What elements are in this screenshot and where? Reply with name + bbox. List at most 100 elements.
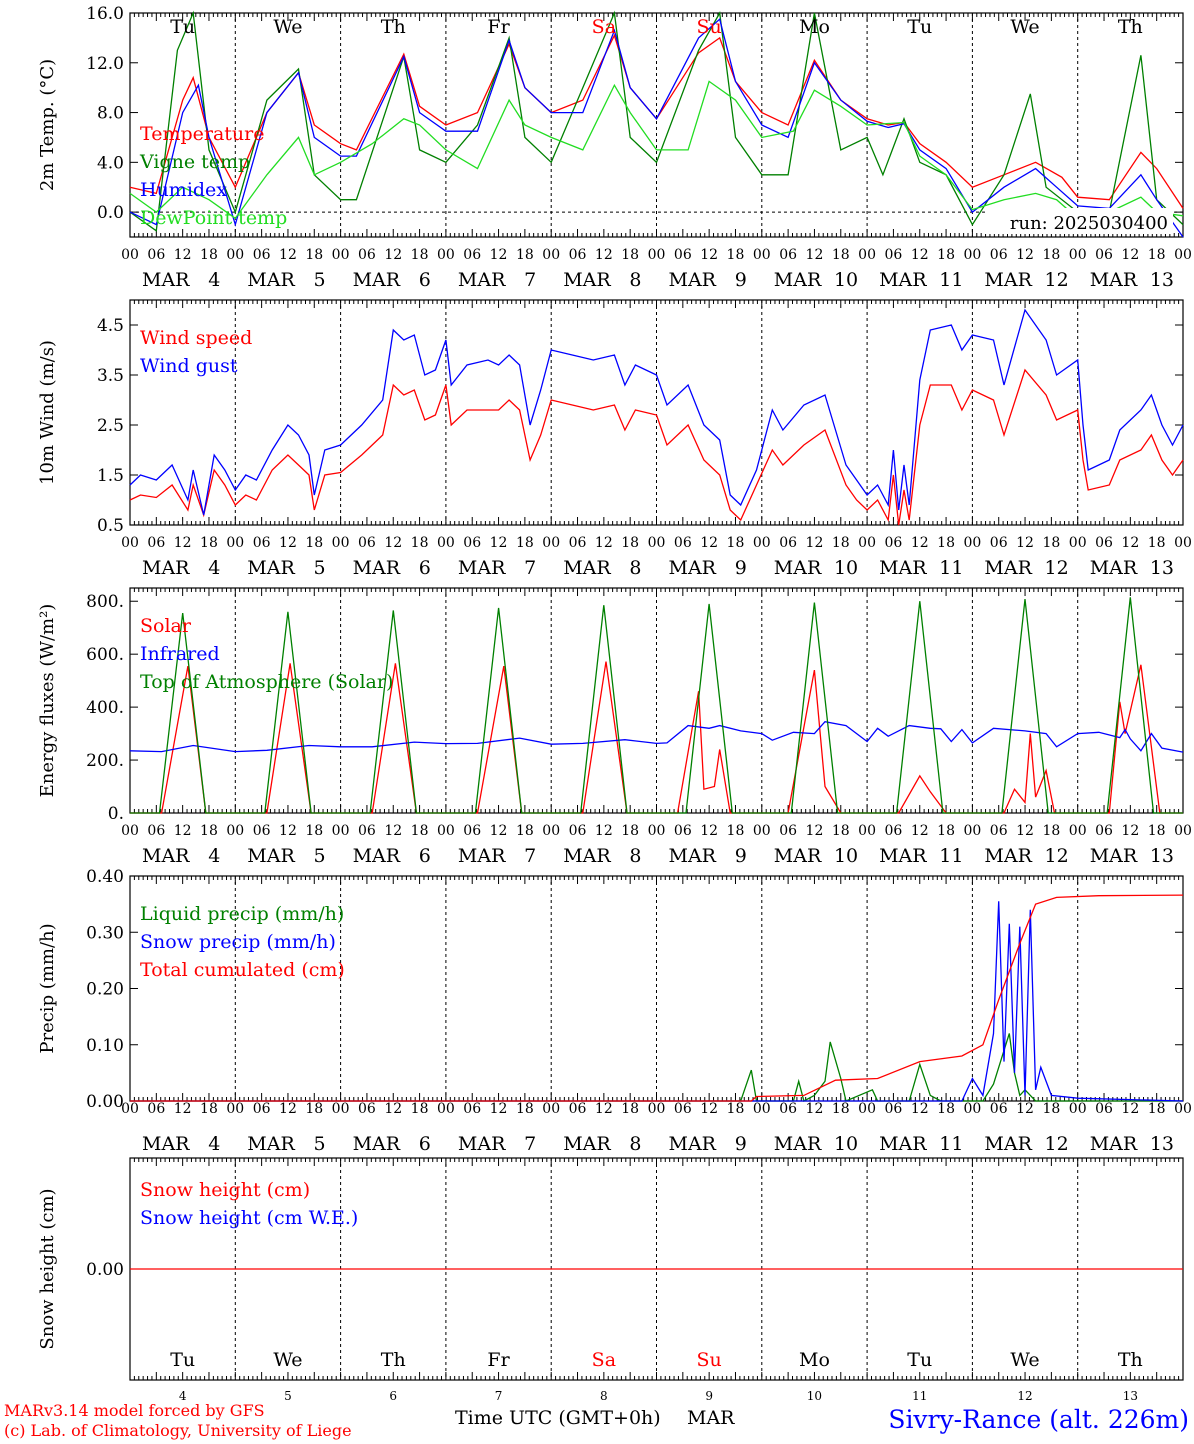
hour-tick-label: 00	[1174, 247, 1192, 263]
day-number-label: 9	[735, 845, 747, 867]
month-label: MAR	[353, 557, 401, 579]
hour-tick-label: 12	[1016, 247, 1034, 263]
hour-tick-label: 12	[174, 823, 192, 839]
hour-tick-label: 12	[595, 1101, 613, 1117]
hour-tick-label: 00	[1174, 823, 1192, 839]
hour-tick-label: 18	[411, 535, 429, 551]
day-number-label: 9	[735, 1133, 747, 1155]
day-number-label: 10	[834, 557, 858, 579]
hour-tick-label: 18	[1042, 1101, 1060, 1117]
hour-tick-label: 00	[226, 823, 244, 839]
y-tick-label: 0.5	[97, 516, 124, 536]
month-label: MAR	[353, 1133, 401, 1155]
hour-tick-label: 06	[147, 535, 165, 551]
hour-tick-label: 12	[490, 247, 508, 263]
day-number-label: 8	[629, 1133, 641, 1155]
day-number-label: 10	[807, 1389, 822, 1403]
weekday-label: We	[1010, 16, 1039, 38]
panel-precip	[129, 875, 1184, 1102]
month-label: MAR	[879, 1133, 927, 1155]
y-tick-label: 0.30	[86, 923, 124, 943]
weekday-label: Th	[381, 1349, 406, 1371]
hour-tick-label: 18	[516, 247, 534, 263]
hour-tick-label: 12	[806, 823, 824, 839]
hour-tick-label: 12	[384, 1101, 402, 1117]
hour-tick-label: 00	[121, 247, 139, 263]
day-number-label: 11	[912, 1389, 927, 1403]
y-tick-label: 0.40	[86, 867, 124, 887]
y-tick-label: 0.	[108, 804, 124, 824]
hour-tick-label: 00	[858, 247, 876, 263]
hour-tick-label: 00	[226, 247, 244, 263]
weekday-label: Th	[1118, 1349, 1143, 1371]
hour-tick-label: 12	[384, 535, 402, 551]
hour-tick-label: 06	[885, 535, 903, 551]
legend-entry: Wind gust	[140, 355, 238, 377]
hour-tick-label: 18	[1042, 823, 1060, 839]
panel-frame-temperature	[129, 12, 1184, 238]
hour-tick-label: 06	[569, 535, 587, 551]
y-tick-label: 0.10	[86, 1036, 124, 1056]
hour-tick-label: 00	[648, 535, 666, 551]
panel-snow	[129, 1157, 1184, 1381]
hour-tick-label: 12	[806, 535, 824, 551]
day-number-label: 5	[313, 1133, 325, 1155]
hour-tick-label: 18	[937, 247, 955, 263]
y-tick-label: 16.0	[86, 4, 124, 24]
hour-tick-label: 12	[1121, 535, 1139, 551]
month-label: MAR	[563, 845, 611, 867]
hour-tick-label: 06	[674, 535, 692, 551]
hour-tick-label: 00	[1069, 823, 1087, 839]
hour-tick-label: 12	[911, 535, 929, 551]
y-tick-label: 3.5	[97, 366, 124, 386]
day-number-label: 10	[834, 845, 858, 867]
day-number-label: 11	[939, 1133, 963, 1155]
hour-tick-label: 12	[700, 535, 718, 551]
month-label: MAR	[142, 845, 190, 867]
legend-entry: Snow height (cm W.E.)	[140, 1207, 358, 1229]
hour-tick-label: 12	[1121, 1101, 1139, 1117]
hour-tick-label: 00	[858, 823, 876, 839]
legend-entry: Solar	[140, 615, 192, 637]
weekday-label: Sa	[592, 1349, 616, 1371]
weekday-label: We	[1010, 1349, 1039, 1371]
hour-tick-label: 12	[490, 823, 508, 839]
day-number-label: 9	[735, 557, 747, 579]
weekday-label: Fr	[487, 1349, 510, 1371]
hour-tick-label: 06	[463, 247, 481, 263]
hour-tick-label: 18	[200, 1101, 218, 1117]
hour-tick-label: 00	[332, 1101, 350, 1117]
hour-tick-label: 06	[1095, 247, 1113, 263]
month-label: MAR	[563, 557, 611, 579]
hour-tick-label: 12	[595, 535, 613, 551]
hour-tick-label: 00	[648, 1101, 666, 1117]
hour-tick-label: 06	[358, 1101, 376, 1117]
day-number-label: 8	[629, 845, 641, 867]
day-number-label: 5	[313, 269, 325, 291]
day-number-label: 12	[1045, 557, 1069, 579]
hour-tick-label: 00	[226, 535, 244, 551]
y-tick-label: 0.00	[86, 1260, 124, 1280]
y-axis-label: 2m Temp. (°C)	[37, 59, 58, 191]
hour-tick-label: 06	[358, 823, 376, 839]
day-number-label: 13	[1150, 269, 1174, 291]
hour-tick-label: 18	[1148, 1101, 1166, 1117]
hour-tick-label: 12	[911, 823, 929, 839]
hour-tick-label: 06	[1095, 823, 1113, 839]
legend-entry: Humidex	[140, 179, 227, 201]
hour-tick-label: 00	[1069, 535, 1087, 551]
panel-frame-energy	[129, 587, 1184, 814]
hour-tick-label: 06	[358, 535, 376, 551]
day-number-label: 4	[179, 1389, 187, 1403]
hour-tick-label: 12	[911, 1101, 929, 1117]
month-label: MAR	[142, 269, 190, 291]
footer-model: MARv3.14 model forced by GFS	[4, 1401, 265, 1420]
hour-tick-label: 00	[648, 247, 666, 263]
y-tick-label: 12.0	[86, 54, 124, 74]
day-number-label: 6	[419, 1133, 431, 1155]
footer-time-label: Time UTC (GMT+0h)	[455, 1407, 661, 1429]
y-tick-label: 200.	[86, 751, 124, 771]
legend-entry: Infrared	[140, 643, 220, 665]
day-number-label: 5	[313, 557, 325, 579]
